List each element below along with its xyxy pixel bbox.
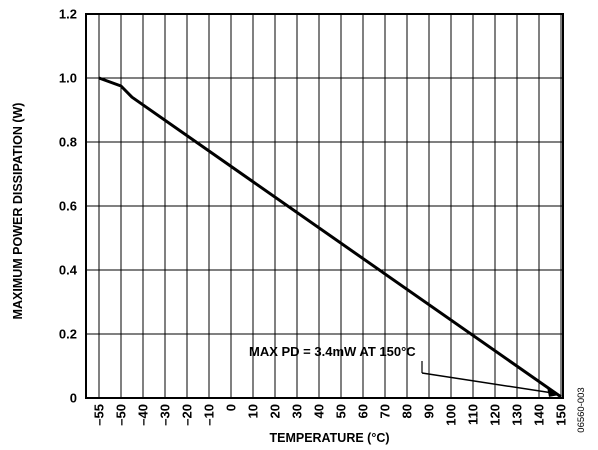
plot-frame — [85, 13, 564, 399]
x-tick-label: –50 — [114, 404, 129, 426]
x-tick-label: 10 — [246, 404, 261, 418]
x-tick-label: 130 — [510, 404, 525, 426]
x-tick-label: 50 — [334, 404, 349, 418]
x-tick-label: 150 — [554, 404, 569, 426]
x-tick-label: –20 — [180, 404, 195, 426]
annotation-arrowhead — [547, 386, 560, 397]
x-tick-label: –30 — [158, 404, 173, 426]
annotation-text: MAX PD = 3.4mW AT 150°C — [249, 344, 416, 359]
x-tick-label: –40 — [136, 404, 151, 426]
grid — [86, 13, 563, 399]
series — [98, 76, 562, 399]
x-axis-title: TEMPERATURE (°C) — [269, 431, 389, 445]
y-tick-label: 1.0 — [59, 71, 77, 86]
x-tick-label: 40 — [312, 404, 327, 418]
y-axis-title: MAXIMUM POWER DISSIPATION (W) — [11, 103, 25, 320]
x-tick-label: 0 — [224, 404, 239, 411]
annotation: MAX PD = 3.4mW AT 150°C — [249, 344, 560, 397]
annotation-arrow — [421, 372, 553, 394]
y-tick-label: 0.4 — [59, 263, 78, 278]
x-tick-labels: –55 –50 –40 –30 –20 –10 0 10 20 30 40 50 60 70 80 90 100… — [92, 404, 569, 426]
x-tick-label: 20 — [268, 404, 283, 418]
x-tick-label: 60 — [356, 404, 371, 418]
y-tick-label: 0.2 — [59, 327, 77, 342]
x-tick-label: 80 — [400, 404, 415, 418]
x-tick-label: 100 — [444, 404, 459, 426]
x-tick-label: 70 — [378, 404, 393, 418]
x-tick-label: –10 — [202, 404, 217, 426]
y-tick-label: 0 — [70, 391, 77, 406]
x-tick-label: 30 — [290, 404, 305, 418]
y-tick-labels: 0 0.2 0.4 0.6 0.8 1.0 1.2 — [59, 7, 78, 406]
y-tick-label: 1.2 — [59, 7, 77, 22]
y-tick-label: 0.6 — [59, 199, 77, 214]
x-tick-label: 120 — [488, 404, 503, 426]
y-tick-label: 0.8 — [59, 135, 77, 150]
series-line — [98, 76, 562, 399]
figure-id: 06560-003 — [576, 387, 587, 432]
x-tick-label: 140 — [532, 404, 547, 426]
x-tick-label: 110 — [466, 404, 481, 425]
x-tick-label: –55 — [92, 404, 107, 426]
x-tick-label: 90 — [422, 404, 437, 418]
